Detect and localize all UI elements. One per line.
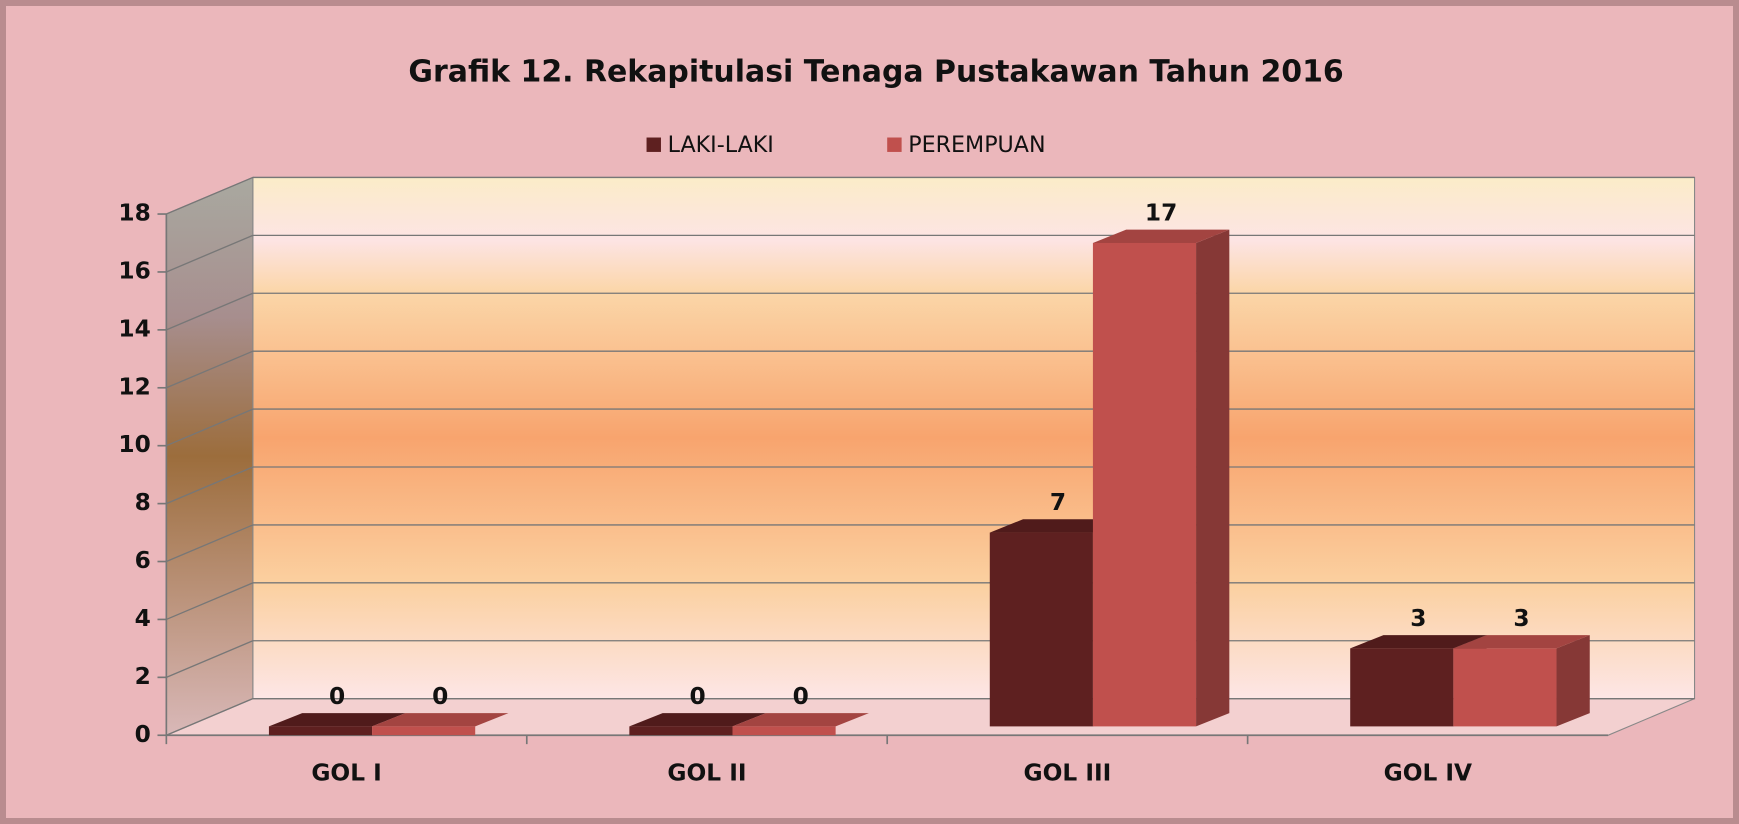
value-label: 0 — [689, 683, 705, 710]
side-grid-line — [166, 176, 254, 215]
side-grid-line — [166, 582, 254, 621]
side-grid-line — [166, 408, 254, 447]
x-tick-label: GOL III — [1024, 760, 1112, 787]
y-tick-label: 18 — [118, 200, 150, 227]
bar-top — [268, 713, 406, 727]
side-grid-line — [166, 234, 254, 273]
bar-top — [372, 713, 509, 727]
y-tick-label: 12 — [118, 373, 150, 400]
bar-side — [1556, 635, 1590, 727]
y-tick-label: 4 — [135, 605, 151, 632]
plot: Grafik 12. Rekapitulasi Tenaga Pustakawa… — [118, 55, 1696, 787]
bar-top — [1453, 635, 1590, 649]
bar — [989, 532, 1093, 727]
bar-top — [989, 519, 1127, 533]
side-grid-line — [166, 640, 254, 678]
value-label: 3 — [1410, 605, 1426, 632]
y-tick-label: 14 — [118, 315, 150, 342]
bar-top — [1092, 229, 1230, 243]
value-label: 17 — [1145, 200, 1177, 227]
value-label: 7 — [1050, 489, 1066, 516]
y-tick-label: 16 — [118, 257, 150, 284]
bar-top — [732, 713, 869, 727]
bar — [1453, 648, 1557, 727]
x-tick-label: GOL I — [311, 760, 381, 787]
bar — [1092, 242, 1197, 727]
side-grid-line — [166, 698, 254, 736]
side-grid-line — [166, 350, 254, 389]
side-grid-line — [166, 292, 254, 331]
bar-top — [1350, 635, 1487, 649]
value-label: 0 — [793, 683, 809, 710]
side-wall — [165, 176, 254, 737]
x-tick-label: GOL II — [667, 760, 746, 787]
side-grid-line — [166, 524, 254, 563]
y-tick-label: 2 — [135, 663, 151, 690]
back-wall — [252, 176, 1696, 700]
y-tick-label: 0 — [135, 721, 151, 748]
value-label: 0 — [432, 683, 448, 710]
value-label: 0 — [329, 683, 345, 710]
y-tick-label: 6 — [135, 547, 151, 574]
y-tick-label: 8 — [135, 489, 151, 516]
y-tick-label: 10 — [118, 431, 150, 458]
bar — [268, 726, 373, 736]
value-label: 3 — [1513, 605, 1529, 632]
legend-label: LAKI-LAKI — [668, 132, 774, 158]
chart-title: Grafik 12. Rekapitulasi Tenaga Pustakawa… — [408, 55, 1343, 90]
legend-swatch — [887, 137, 902, 152]
bar — [629, 726, 733, 736]
bar-side — [1196, 229, 1230, 727]
bar-top — [629, 713, 766, 727]
legend-label: PEREMPUAN — [908, 132, 1045, 158]
bar — [1350, 648, 1454, 727]
bar — [732, 726, 836, 736]
side-grid-line — [166, 466, 254, 505]
bar — [372, 726, 476, 736]
legend-swatch — [646, 137, 661, 152]
x-tick-label: GOL IV — [1384, 760, 1472, 787]
